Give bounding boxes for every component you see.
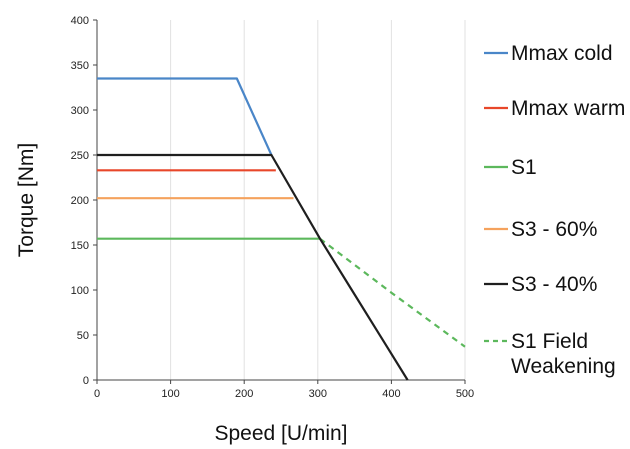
grid [170,20,466,380]
legend-label: S3 - 60% [511,218,597,241]
legend: Mmax cold Mmax warm S1 S3 - 60% S3 - 40% S1 F… [484,42,625,378]
axes: 0 100 200 300 400 500 0 50 100 150 200 250 300 350 400 [71,15,475,400]
y-tick-label: 150 [71,240,89,252]
legend-label: S3 - 40% [511,273,597,296]
x-tick-label: 200 [235,388,253,400]
series-line [319,237,466,348]
y-tick-label: 350 [71,60,89,72]
y-tick-label: 0 [83,375,89,387]
x-tick-label: 100 [161,388,179,400]
x-axis-title: Speed [U/min] [214,422,347,445]
series-line [97,77,273,156]
y-tick-label: 200 [71,195,89,207]
legend-label: Mmax cold [511,42,613,65]
y-tick-label: 50 [77,330,89,342]
y-tick-label: 250 [71,150,89,162]
x-tick-label: 0 [94,388,100,400]
y-axis-title: Torque [Nm] [15,143,38,257]
y-tick-label: 100 [71,285,89,297]
y-tick-label: 300 [71,105,89,117]
x-tick-label: 500 [456,388,474,400]
y-tick-label: 400 [71,15,89,27]
series-lines [97,77,466,381]
legend-label: Mmax warm [511,97,625,120]
series-line [97,153,409,381]
legend-label: S1 Field Weakening [511,330,616,378]
x-tick-label: 400 [382,388,400,400]
legend-label: S1 [511,156,537,179]
x-tick-label: 300 [309,388,327,400]
